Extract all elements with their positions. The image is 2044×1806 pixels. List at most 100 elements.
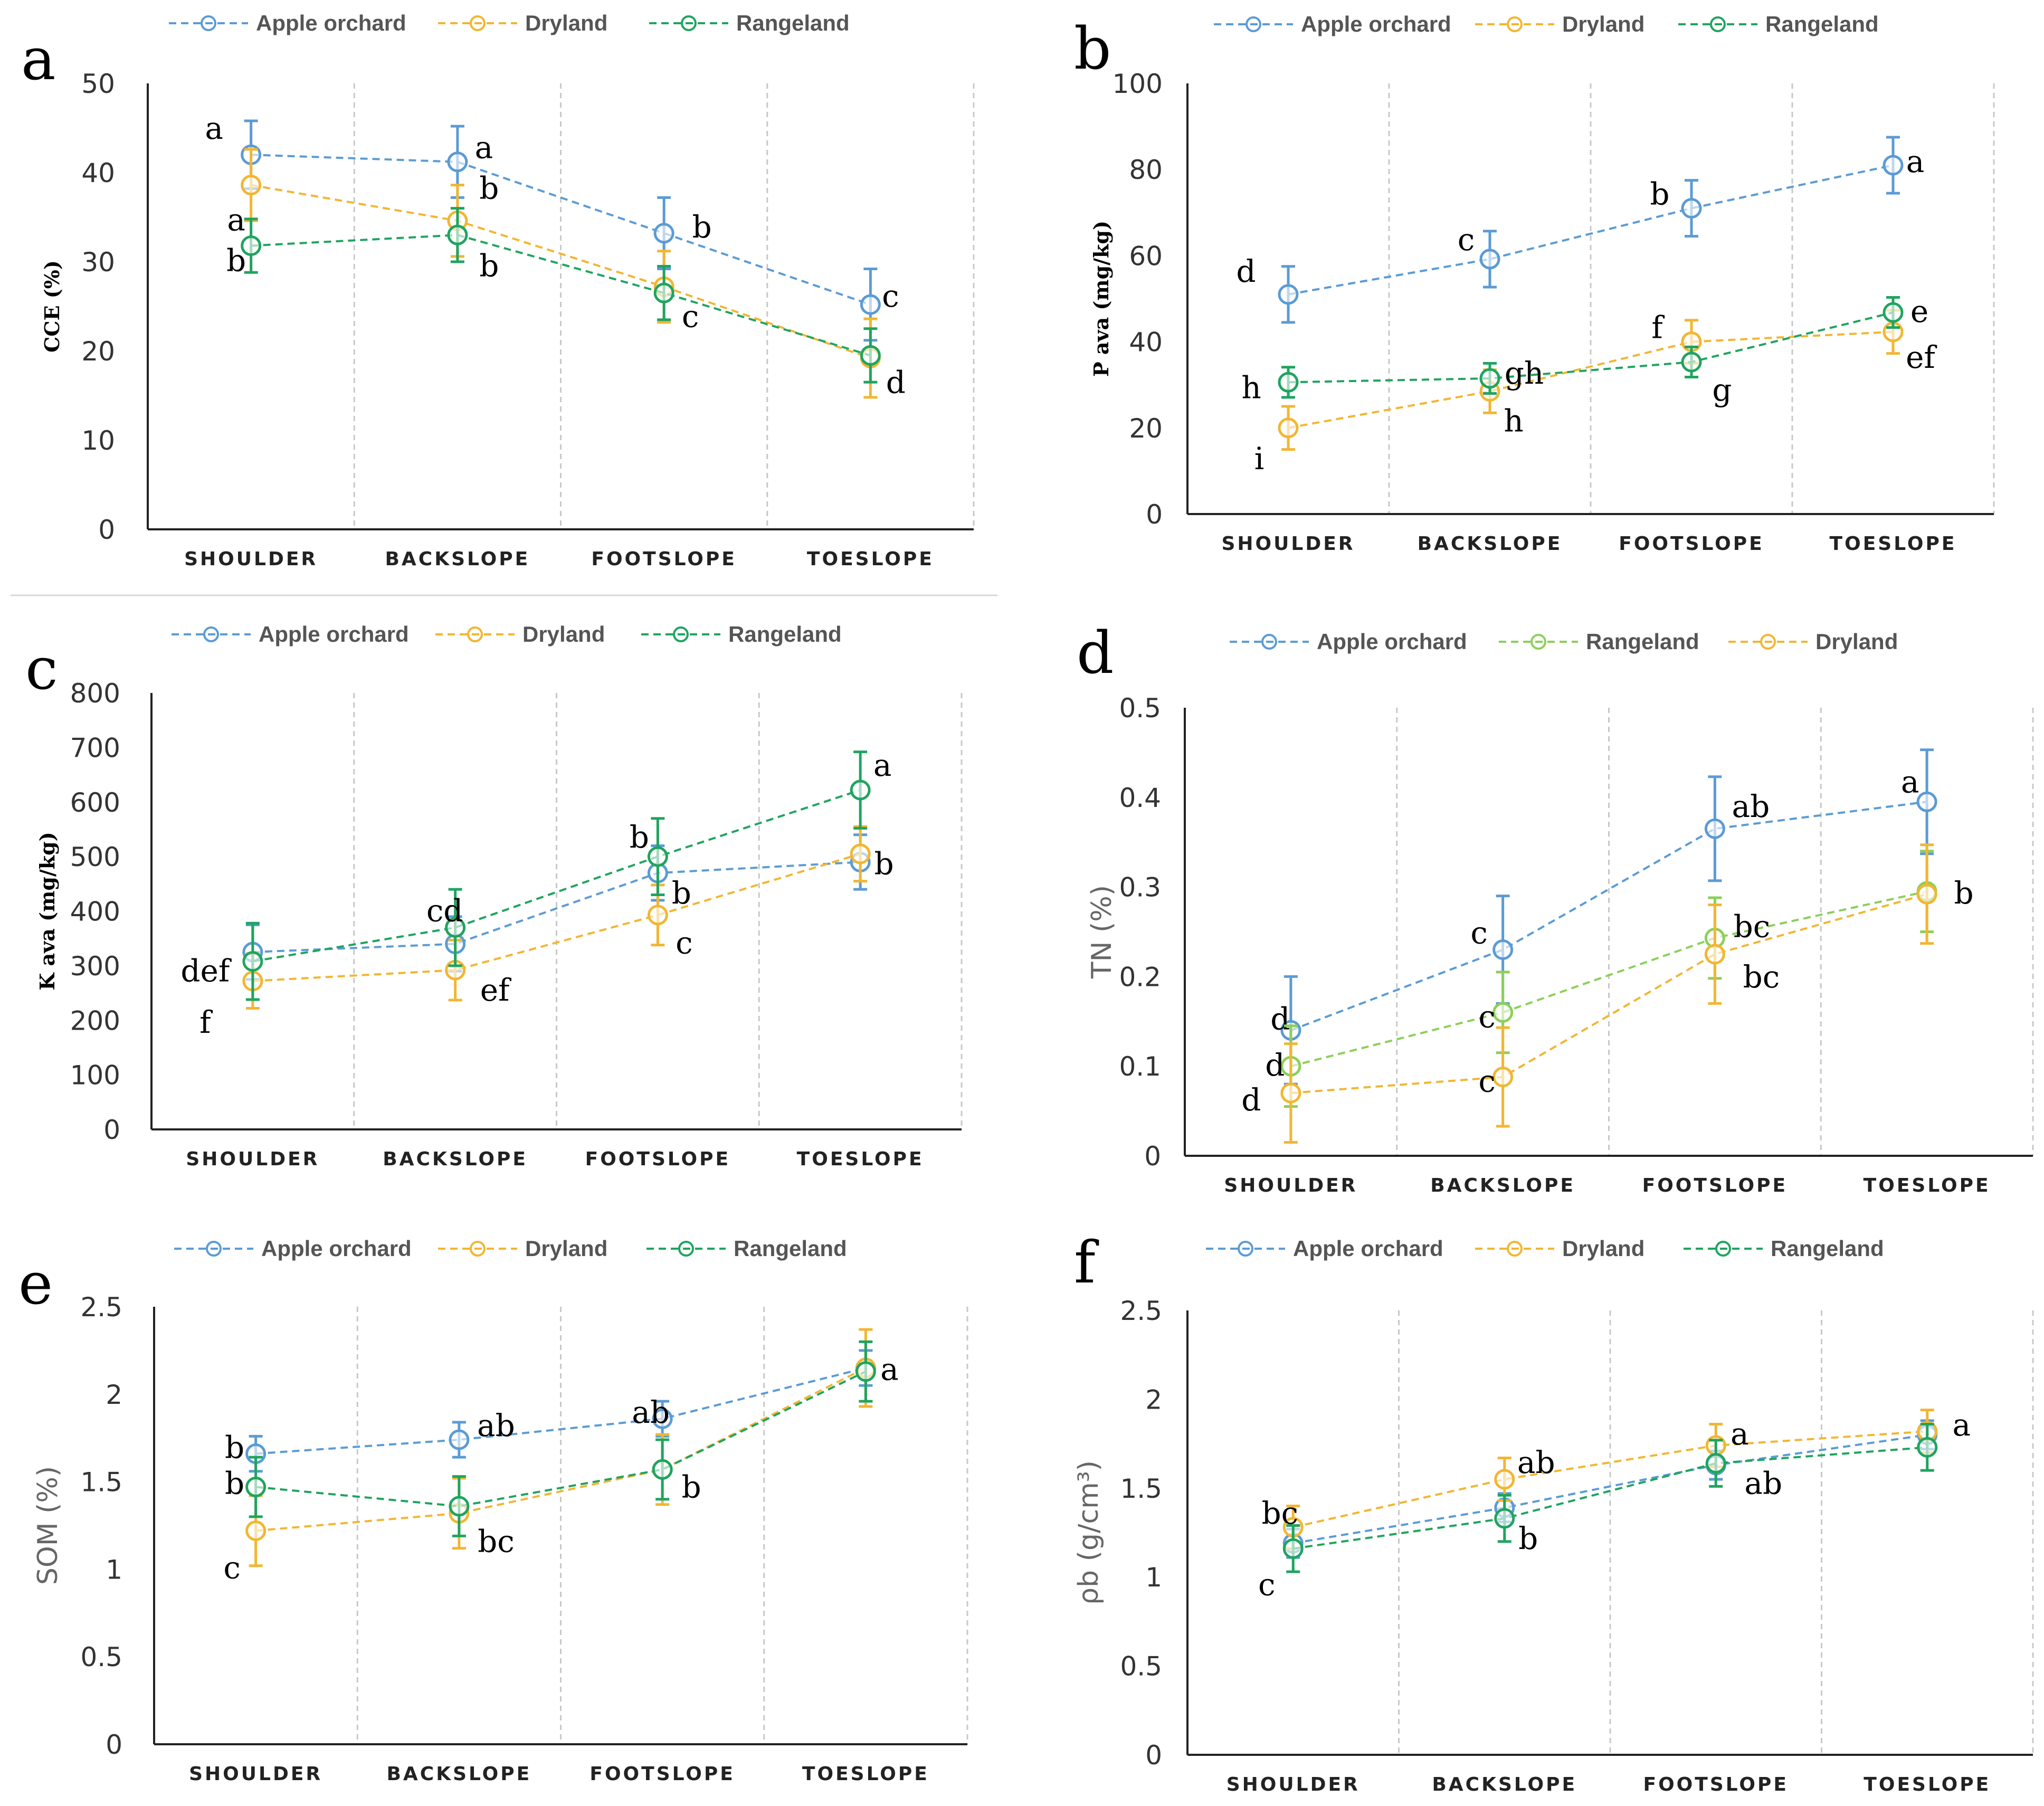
series-rangeland: d c bc — [1265, 850, 1937, 1108]
significance-letter: a — [1906, 144, 1925, 179]
panel-letter: d — [1077, 619, 1114, 687]
panel-letter: f — [1074, 1229, 1099, 1296]
series-apple-orchard: b ab ab — [225, 1349, 876, 1473]
y-tick-label: 0.5 — [1120, 1651, 1162, 1682]
legend-label: Dryland — [525, 1236, 607, 1261]
data-point — [241, 235, 262, 256]
significance-letter: a — [227, 202, 245, 238]
series-apple-orchard: bb — [242, 833, 894, 981]
data-point — [1278, 284, 1299, 305]
significance-letter: a — [205, 110, 223, 146]
series-apple-orchard: d c ab a — [1270, 748, 1937, 1086]
significance-letter: b — [672, 875, 691, 911]
data-point — [850, 843, 871, 864]
series-line — [1290, 890, 1927, 1068]
legend-entry: Dryland — [1475, 12, 1644, 36]
legend-marker — [678, 1241, 694, 1257]
legend-marker — [203, 626, 219, 642]
significance-letter: h — [1504, 403, 1523, 439]
legend-label: Apple orchard — [261, 1236, 412, 1261]
y-tick-label: 1 — [106, 1554, 122, 1585]
significance-letter: c — [676, 925, 692, 961]
legend-entry: Apple orchard — [1206, 1236, 1443, 1261]
y-tick-label: 0 — [1146, 499, 1163, 530]
legend-entry: Dryland — [438, 1236, 607, 1261]
y-tick-label: 0.4 — [1119, 783, 1161, 813]
significance-letter: c — [1258, 1566, 1275, 1602]
x-tick-label: TOESLOPE — [1864, 1175, 1991, 1196]
data-point — [1917, 1437, 1938, 1458]
significance-letter: b — [1650, 176, 1669, 212]
data-point — [850, 780, 871, 801]
legend-label: Rangeland — [728, 622, 842, 647]
data-point — [242, 951, 263, 972]
significance-letter: d — [1241, 1082, 1261, 1118]
series-line — [1292, 1446, 1927, 1550]
data-point — [1883, 155, 1904, 176]
data-point — [1278, 372, 1299, 393]
y-tick-label: 0.3 — [1119, 872, 1161, 903]
series-rangeland: b ba — [225, 1340, 899, 1537]
significance-letter: ab — [477, 1408, 515, 1443]
data-point — [1282, 1538, 1304, 1559]
data-point — [647, 905, 668, 926]
series-rangeland: def cd b a — [180, 747, 891, 1001]
data-point — [447, 224, 468, 245]
significance-letter: b — [226, 243, 246, 279]
data-point — [1705, 1453, 1726, 1474]
legend-label: Dryland — [1562, 12, 1644, 36]
data-point — [449, 1496, 470, 1517]
data-point — [1883, 302, 1904, 323]
series-line — [1292, 1433, 1928, 1545]
data-point — [245, 1520, 267, 1541]
series-line — [252, 861, 861, 954]
legend-entry: Apple orchard — [169, 11, 406, 35]
legend-marker — [1246, 16, 1261, 32]
significance-letter: b — [225, 1466, 244, 1501]
significance-letter: ab — [1517, 1444, 1555, 1480]
data-point — [241, 175, 262, 196]
data-point — [1492, 1002, 1514, 1023]
x-tick-label: FOOTSLOPE — [1619, 533, 1764, 555]
legend-entry: Dryland — [1728, 629, 1898, 654]
data-point — [449, 1429, 470, 1450]
significance-letter: cd — [426, 893, 463, 929]
panel-letter: b — [1074, 15, 1111, 82]
y-tick-label: 2 — [106, 1380, 122, 1410]
y-tick-label: 30 — [81, 247, 115, 278]
x-tick-label: SHOULDER — [1224, 1175, 1357, 1196]
legend-entry: Apple orchard — [172, 622, 409, 647]
legend-entry: Rangeland — [641, 622, 842, 647]
data-point — [245, 1477, 267, 1498]
legend-marker — [1507, 1241, 1523, 1257]
y-tick-label: 600 — [70, 787, 120, 818]
significance-letter: ef — [480, 972, 511, 1008]
legend-label: Rangeland — [1586, 629, 1699, 654]
significance-letter: c — [223, 1550, 240, 1585]
y-tick-label: 100 — [1113, 69, 1163, 99]
legend-entry: Rangeland — [1499, 629, 1699, 654]
y-tick-label: 60 — [1129, 241, 1163, 271]
panel-letter: a — [21, 25, 56, 93]
significance-letter: h — [1241, 369, 1261, 405]
y-tick-label: 0.1 — [1119, 1051, 1161, 1082]
data-point — [445, 917, 466, 938]
series-line — [255, 1367, 866, 1455]
legend-label: Dryland — [1815, 629, 1898, 654]
y-tick-label: 20 — [1129, 413, 1163, 444]
significance-letter: a — [475, 130, 493, 166]
legend-label: Apple orchard — [1293, 1236, 1443, 1261]
y-tick-label: 2.5 — [80, 1292, 122, 1323]
significance-letter: ab — [632, 1394, 670, 1430]
data-point — [1494, 1469, 1515, 1490]
legend-label: Apple orchard — [259, 622, 409, 647]
legend-marker — [201, 15, 216, 31]
panel-letter: e — [18, 1250, 53, 1317]
significance-letter: bc — [1734, 908, 1771, 944]
chart-panel-f: f 0 0.5 1 1.5 2 2.5 ρb (g/cm³) SHOULDER BACKSLOPE… — [1073, 1229, 2034, 1795]
legend-marker — [1261, 634, 1277, 650]
data-point — [860, 345, 881, 366]
y-tick-label: 50 — [81, 69, 115, 99]
